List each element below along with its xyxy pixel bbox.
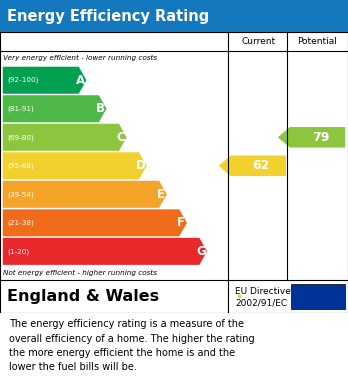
Text: Not energy efficient - higher running costs: Not energy efficient - higher running co… [3,270,158,276]
Text: 79: 79 [312,131,329,144]
Text: England & Wales: England & Wales [7,289,159,304]
Text: (39-54): (39-54) [7,191,34,197]
Polygon shape [3,95,106,122]
Text: Potential: Potential [298,37,338,46]
Polygon shape [278,127,345,147]
Text: G: G [196,245,206,258]
Polygon shape [3,181,167,208]
Text: 2002/91/EC: 2002/91/EC [235,299,287,308]
Text: (1-20): (1-20) [7,248,29,255]
Text: B: B [96,102,105,115]
Text: 62: 62 [253,159,270,172]
Text: Energy Efficiency Rating: Energy Efficiency Rating [7,9,209,23]
Text: E: E [157,188,165,201]
Text: A: A [76,74,85,87]
Polygon shape [3,124,127,151]
Text: D: D [136,159,145,172]
Text: C: C [116,131,125,144]
Text: Current: Current [241,37,276,46]
Text: Very energy efficient - lower running costs: Very energy efficient - lower running co… [3,55,158,61]
Polygon shape [3,152,147,179]
Polygon shape [3,209,187,236]
Text: (21-38): (21-38) [7,220,34,226]
Text: (55-68): (55-68) [7,163,34,169]
Text: (81-91): (81-91) [7,106,34,112]
Polygon shape [219,156,286,176]
Text: F: F [177,216,185,230]
Text: (92-100): (92-100) [7,77,38,84]
Polygon shape [3,238,207,265]
Text: (69-80): (69-80) [7,134,34,140]
Text: EU Directive: EU Directive [235,287,291,296]
Bar [291,284,345,309]
Polygon shape [3,67,86,94]
Text: The energy efficiency rating is a measure of the
overall efficiency of a home. T: The energy efficiency rating is a measur… [9,319,254,373]
